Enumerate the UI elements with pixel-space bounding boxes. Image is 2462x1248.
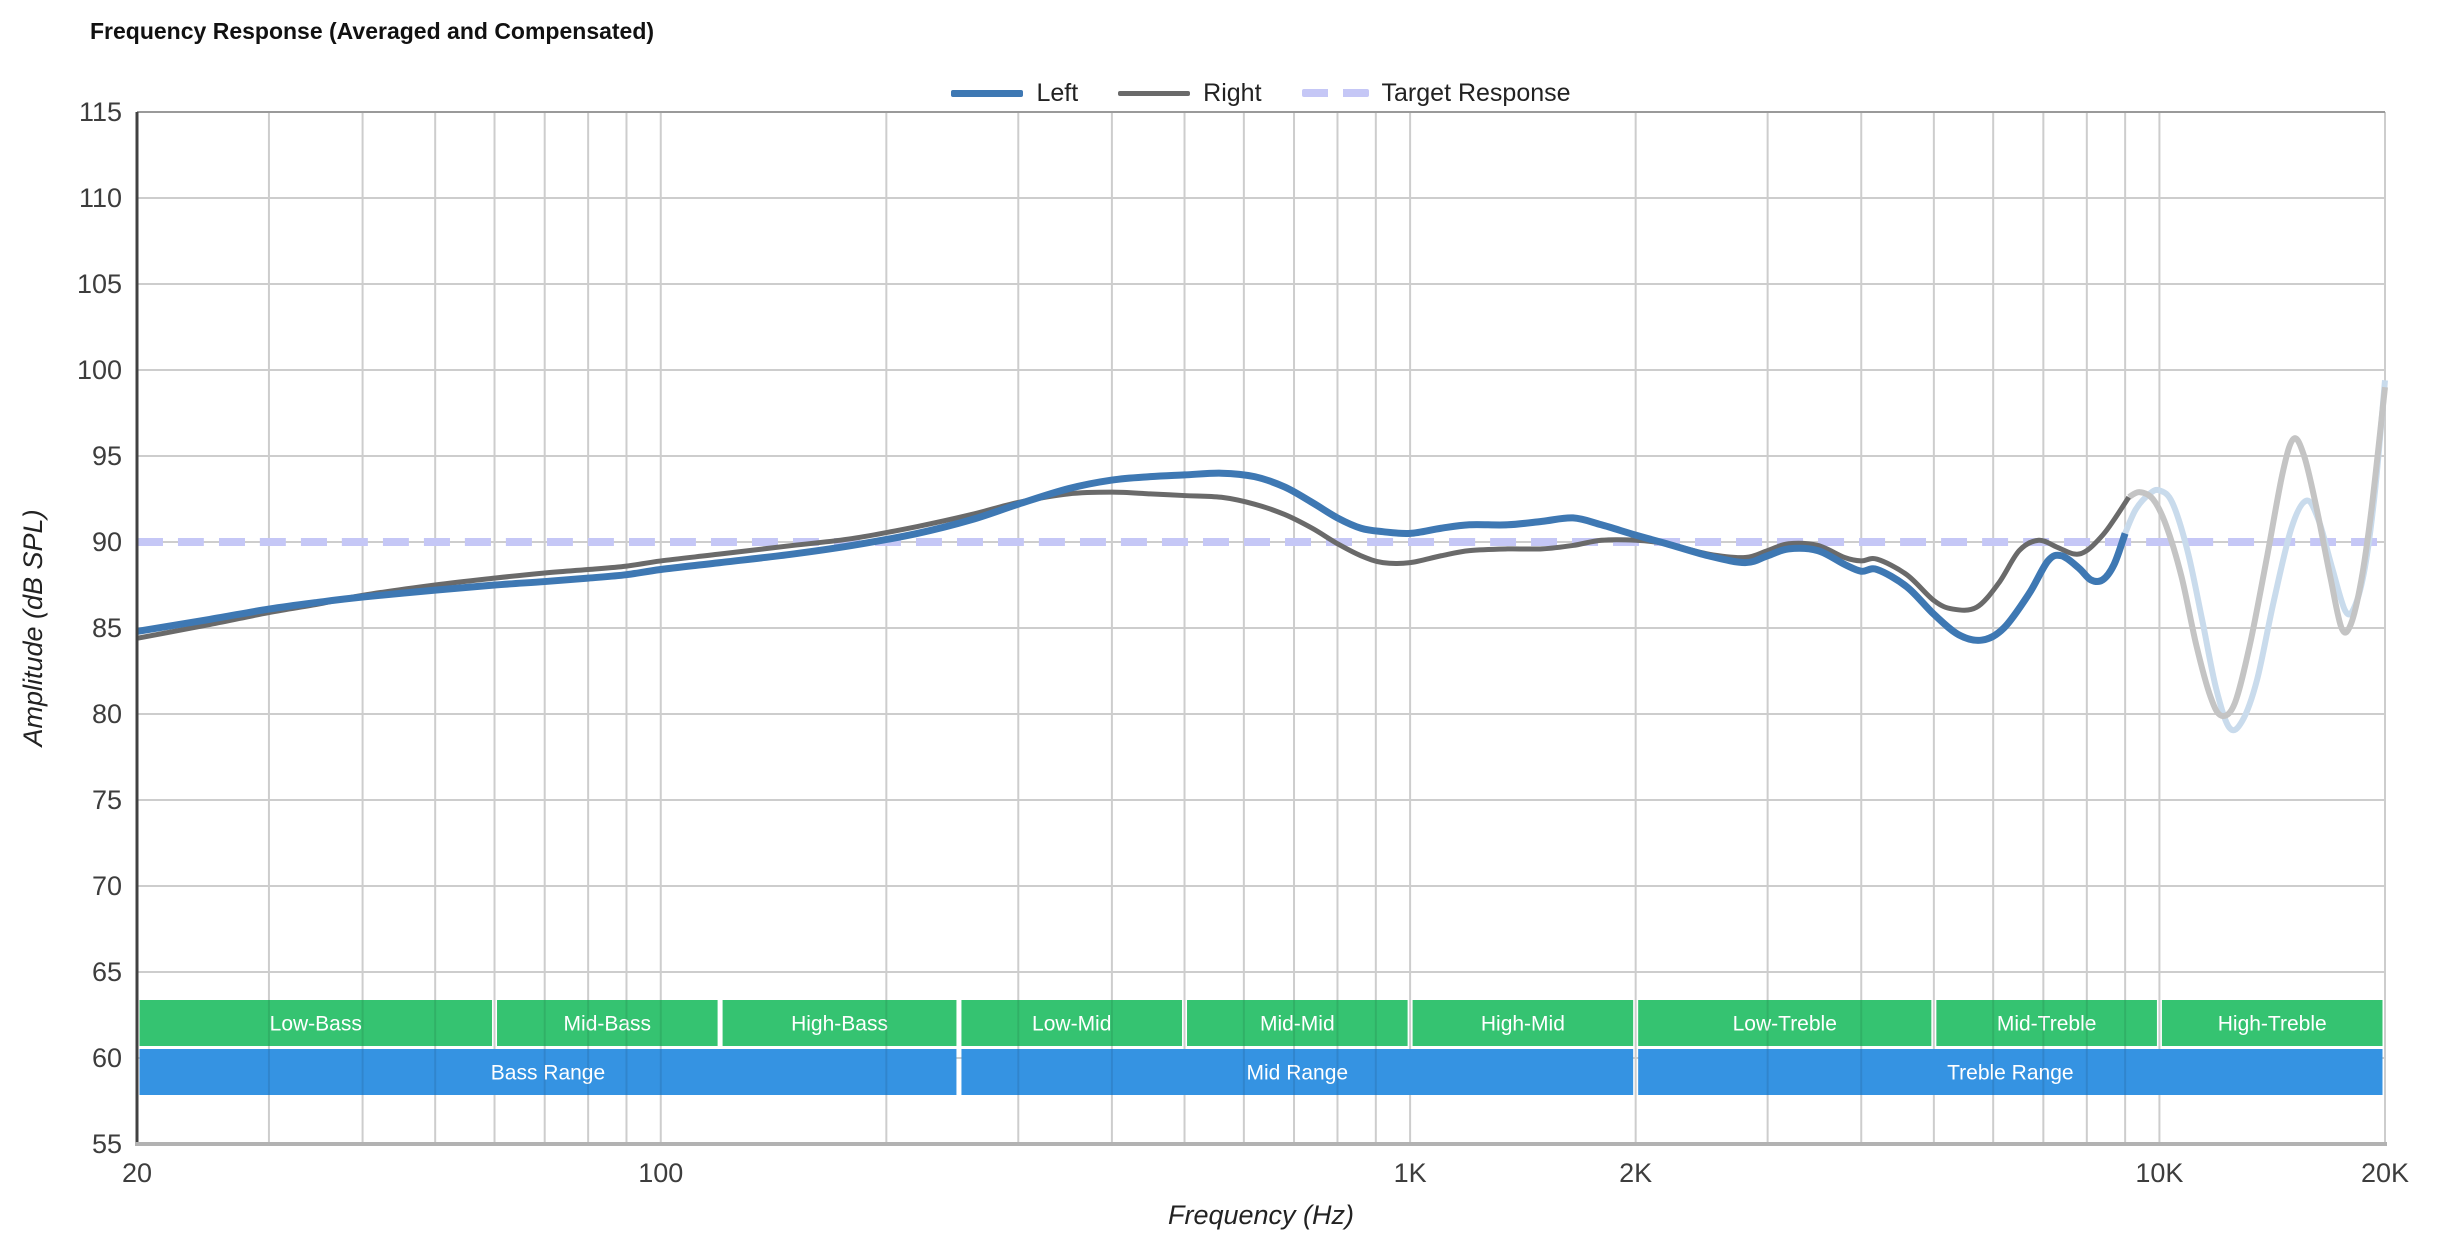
y-tick-label: 100 bbox=[77, 355, 122, 385]
y-tick-label: 105 bbox=[77, 269, 122, 299]
sub-band-label: Mid-Treble bbox=[1997, 1013, 2097, 1036]
sub-band bbox=[1187, 1000, 1408, 1046]
sub-band-label: High-Treble bbox=[2218, 1013, 2327, 1036]
series-left_faded bbox=[2122, 380, 2388, 734]
y-tick-label: 85 bbox=[92, 613, 122, 643]
y-tick-label: 75 bbox=[92, 785, 122, 815]
x-tick-label: 2K bbox=[1619, 1158, 1652, 1188]
series-right bbox=[136, 489, 2131, 641]
sub-band bbox=[139, 1000, 493, 1046]
sub-band bbox=[961, 1000, 1183, 1046]
y-tick-label: 115 bbox=[79, 97, 122, 127]
legend-swatch-target bbox=[1301, 89, 1369, 97]
legend: Left Right Target Response bbox=[137, 76, 2385, 110]
sub-band-label: Low-Bass bbox=[270, 1013, 362, 1036]
range-band-label: Bass Range bbox=[491, 1062, 605, 1085]
sub-band bbox=[1412, 1000, 1634, 1046]
y-tick-label: 90 bbox=[92, 527, 122, 557]
x-axis-title: Frequency (Hz) bbox=[1168, 1200, 1354, 1230]
legend-swatch-left bbox=[951, 89, 1024, 97]
sub-band bbox=[722, 1000, 957, 1046]
sub-band-label: High-Mid bbox=[1481, 1013, 1565, 1036]
legend-swatch-right bbox=[1118, 90, 1191, 96]
sub-band-label: Mid-Bass bbox=[564, 1013, 652, 1036]
x-tick-label: 100 bbox=[638, 1158, 683, 1188]
sub-band bbox=[2161, 1000, 2383, 1046]
range-band bbox=[1638, 1049, 2383, 1095]
chart-title: Frequency Response (Averaged and Compens… bbox=[90, 18, 655, 44]
sub-band bbox=[1936, 1000, 2157, 1046]
sub-band bbox=[1638, 1000, 1932, 1046]
sub-band-label: Mid-Mid bbox=[1260, 1013, 1335, 1036]
y-tick-label: 55 bbox=[92, 1129, 122, 1159]
y-axis-title: Amplitude (dB SPL) bbox=[18, 509, 48, 748]
x-tick-label: 20K bbox=[2361, 1158, 2409, 1188]
gridlines bbox=[136, 111, 2386, 1144]
legend-label-left: Left bbox=[1036, 78, 1079, 107]
sub-band-label: Low-Treble bbox=[1733, 1013, 1837, 1036]
x-tick-label: 20 bbox=[122, 1158, 152, 1188]
sub-band-label: High-Bass bbox=[791, 1013, 888, 1036]
legend-label-right: Right bbox=[1203, 78, 1262, 107]
series-right_faded bbox=[2127, 386, 2388, 720]
range-band-label: Treble Range bbox=[1947, 1062, 2073, 1085]
y-tick-label: 70 bbox=[92, 871, 122, 901]
y-tick-label: 110 bbox=[79, 183, 122, 213]
y-tick-label: 80 bbox=[92, 699, 122, 729]
y-tick-label: 95 bbox=[92, 441, 122, 471]
legend-label-target: Target Response bbox=[1381, 78, 1571, 107]
x-tick-label: 1K bbox=[1394, 1158, 1427, 1188]
legend-item-left: Left bbox=[951, 79, 1078, 108]
frequency-bands: Low-Bass Mid-Bass High-Bass Low-Mid Mid-Mid H… bbox=[139, 1000, 2383, 1095]
sub-band bbox=[497, 1000, 718, 1046]
sub-band-label: Low-Mid bbox=[1032, 1013, 1111, 1036]
y-tick-label: 60 bbox=[92, 1043, 122, 1073]
y-tick-label: 65 bbox=[92, 957, 122, 987]
range-band bbox=[961, 1049, 1634, 1095]
range-band bbox=[139, 1049, 957, 1095]
legend-item-right: Right bbox=[1118, 78, 1262, 108]
series-left bbox=[136, 469, 2129, 644]
x-tick-label: 10K bbox=[2135, 1158, 2183, 1188]
legend-item-target: Target Response bbox=[1301, 78, 1571, 108]
range-band-label: Mid Range bbox=[1247, 1062, 1349, 1085]
